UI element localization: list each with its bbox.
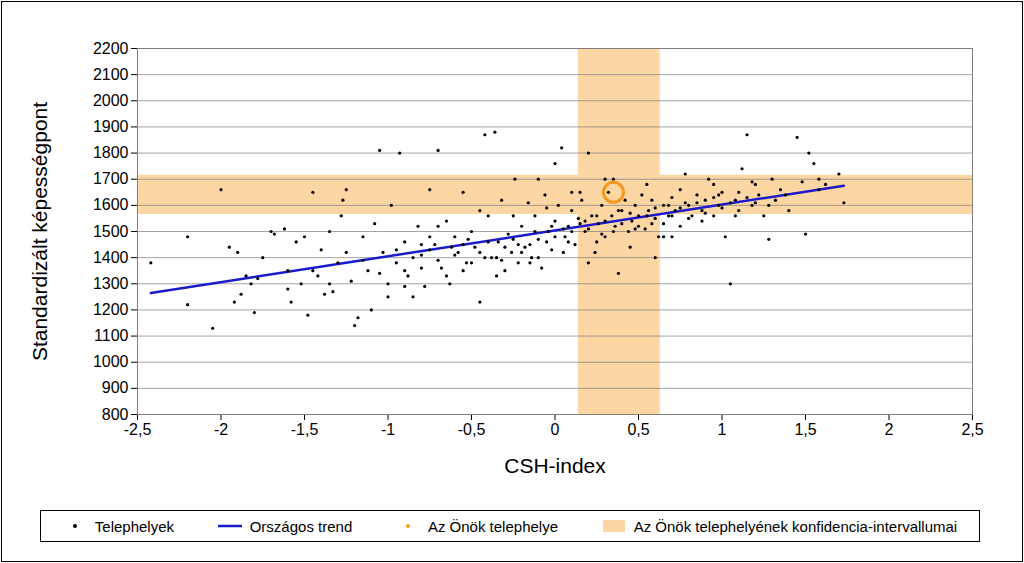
html-text:Az Önök telephelyének konfiden: Az Önök telephelyének konfidencia-interv… xyxy=(633,517,958,535)
html-text:Az Önök telephelye: Az Önök telephelye xyxy=(427,517,558,535)
svg-text:1000: 1000 xyxy=(93,353,129,370)
svg-text:-1: -1 xyxy=(381,421,395,438)
svg-text:0,5: 0,5 xyxy=(627,421,649,438)
svg-text:1500: 1500 xyxy=(93,223,129,240)
svg-text:-2,5: -2,5 xyxy=(124,421,152,438)
svg-text:-0,5: -0,5 xyxy=(458,421,486,438)
html-text:Országos trend: Országos trend xyxy=(249,517,353,535)
svg-text:1900: 1900 xyxy=(93,118,129,135)
svg-text:1: 1 xyxy=(718,421,727,438)
svg-text:1300: 1300 xyxy=(93,275,129,292)
svg-text:900: 900 xyxy=(102,379,129,396)
svg-text:Standardizált képességpont: Standardizált képességpont xyxy=(28,102,51,361)
svg-text:800: 800 xyxy=(101,405,129,423)
html-text:Telephelyek: Telephelyek xyxy=(94,517,174,535)
svg-text:0: 0 xyxy=(551,421,560,438)
svg-text:2200: 2200 xyxy=(93,40,129,57)
svg-text:2000: 2000 xyxy=(93,92,129,109)
svg-text:1600: 1600 xyxy=(93,196,129,213)
svg-text:2: 2 xyxy=(885,421,894,438)
svg-text:-1,5: -1,5 xyxy=(291,421,319,438)
svg-text:1700: 1700 xyxy=(93,170,129,187)
svg-text:2,5: 2,5 xyxy=(961,421,983,438)
svg-text:1,5: 1,5 xyxy=(794,421,816,438)
svg-text:-2: -2 xyxy=(214,421,228,438)
svg-text:CSH-index: CSH-index xyxy=(504,454,606,477)
svg-text:1800: 1800 xyxy=(93,144,129,161)
svg-text:1200: 1200 xyxy=(93,301,129,318)
svg-text:1400: 1400 xyxy=(93,249,129,266)
svg-text:1100: 1100 xyxy=(94,327,129,344)
svg-text:2100: 2100 xyxy=(93,66,129,83)
